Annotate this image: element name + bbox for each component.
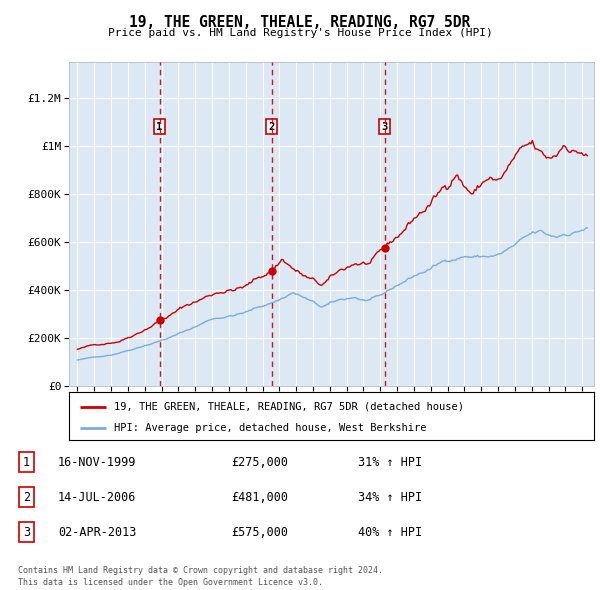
Text: HPI: Average price, detached house, West Berkshire: HPI: Average price, detached house, West… [113, 423, 426, 432]
Text: 1: 1 [23, 455, 30, 468]
Text: 31% ↑ HPI: 31% ↑ HPI [358, 455, 422, 468]
Text: 34% ↑ HPI: 34% ↑ HPI [358, 490, 422, 504]
Text: £275,000: £275,000 [231, 455, 288, 468]
Text: 2: 2 [268, 122, 275, 132]
Text: 2: 2 [23, 490, 30, 504]
Text: 02-APR-2013: 02-APR-2013 [58, 526, 136, 539]
Text: 19, THE GREEN, THEALE, READING, RG7 5DR: 19, THE GREEN, THEALE, READING, RG7 5DR [130, 15, 470, 30]
Text: £481,000: £481,000 [231, 490, 288, 504]
Text: 16-NOV-1999: 16-NOV-1999 [58, 455, 136, 468]
Text: 40% ↑ HPI: 40% ↑ HPI [358, 526, 422, 539]
Text: Price paid vs. HM Land Registry's House Price Index (HPI): Price paid vs. HM Land Registry's House … [107, 28, 493, 38]
Text: 1: 1 [157, 122, 163, 132]
Text: 3: 3 [23, 526, 30, 539]
Text: 14-JUL-2006: 14-JUL-2006 [58, 490, 136, 504]
Text: 19, THE GREEN, THEALE, READING, RG7 5DR (detached house): 19, THE GREEN, THEALE, READING, RG7 5DR … [113, 402, 464, 411]
Text: This data is licensed under the Open Government Licence v3.0.: This data is licensed under the Open Gov… [18, 578, 323, 587]
Text: Contains HM Land Registry data © Crown copyright and database right 2024.: Contains HM Land Registry data © Crown c… [18, 566, 383, 575]
Text: 3: 3 [382, 122, 388, 132]
Text: £575,000: £575,000 [231, 526, 288, 539]
